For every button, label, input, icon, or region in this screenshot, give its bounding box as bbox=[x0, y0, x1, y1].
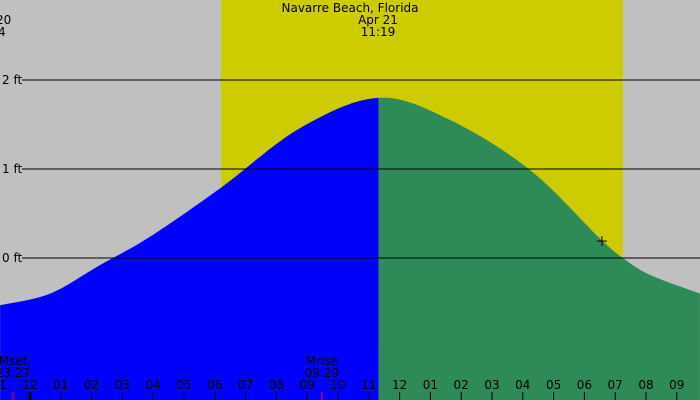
y-tick-label: 1 ft bbox=[2, 162, 22, 176]
y-tick-label: 2 ft bbox=[2, 73, 22, 87]
x-tick-label: 09 bbox=[669, 378, 684, 392]
crosshair-marker bbox=[596, 236, 607, 247]
x-tick-label: 07 bbox=[238, 378, 253, 392]
x-tick-label: 10 bbox=[330, 378, 345, 392]
x-tick-label: 03 bbox=[484, 378, 499, 392]
chart-date: Apr 21 bbox=[358, 13, 398, 27]
corner-label-2: 4 bbox=[0, 25, 6, 39]
moon-event-label: Mset bbox=[0, 354, 28, 368]
moon-event-time: 09:29 bbox=[305, 366, 340, 380]
x-tick-label: 12 bbox=[392, 378, 407, 392]
x-tick-label: 04 bbox=[515, 378, 530, 392]
x-tick-label: 07 bbox=[608, 378, 623, 392]
x-tick-label: 05 bbox=[176, 378, 191, 392]
x-tick-label: 05 bbox=[546, 378, 561, 392]
chart-time: 11:19 bbox=[361, 25, 396, 39]
moon-event-time: 23:27 bbox=[0, 366, 30, 380]
moon-event-label: Mrise bbox=[306, 354, 338, 368]
x-tick-label: 06 bbox=[207, 378, 222, 392]
future-tide-area bbox=[378, 97, 700, 400]
x-tick-label: 02 bbox=[84, 378, 99, 392]
x-tick-label: 06 bbox=[577, 378, 592, 392]
y-tick-label: 0 ft bbox=[2, 251, 22, 265]
x-tick-label: 03 bbox=[115, 378, 130, 392]
x-tick-label: 08 bbox=[638, 378, 653, 392]
past-tide-area bbox=[0, 97, 379, 400]
x-tick-label: 02 bbox=[454, 378, 469, 392]
x-tick-label: 09 bbox=[300, 378, 315, 392]
x-tick-label: 08 bbox=[269, 378, 284, 392]
corner-label-1: 20 bbox=[0, 13, 11, 27]
chart-title: Navarre Beach, Florida bbox=[282, 1, 419, 15]
x-tick-label: 11 bbox=[0, 378, 7, 392]
x-tick-label: 12 bbox=[22, 378, 37, 392]
x-tick-label: 04 bbox=[146, 378, 161, 392]
x-tick-label: 11 bbox=[361, 378, 376, 392]
x-tick-label: 01 bbox=[53, 378, 68, 392]
x-tick-label: 01 bbox=[423, 378, 438, 392]
